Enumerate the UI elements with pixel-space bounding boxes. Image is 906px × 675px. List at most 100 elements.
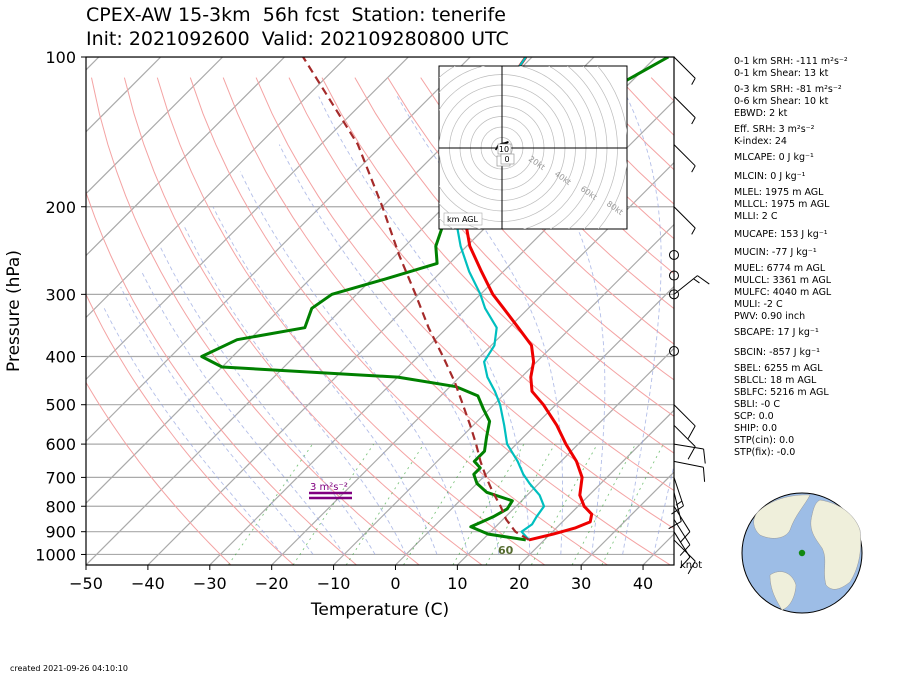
location-globe	[741, 492, 863, 614]
wind-barb-half-flag	[675, 500, 683, 506]
param-line: SBCIN: -857 J kg⁻¹	[734, 347, 820, 358]
calm-wind-circle	[669, 289, 679, 300]
wind-barb-staff	[673, 492, 682, 522]
dry-adiabat	[255, 77, 674, 530]
wind-barb-flag	[679, 544, 691, 556]
wind-barb-flag	[687, 425, 696, 439]
param-line: PWV: 0.90 inch	[734, 311, 806, 322]
param-line: 0-1 km Shear: 13 kt	[734, 68, 829, 79]
y-tick-label: 200	[45, 198, 76, 217]
param-line: SBLI: -0 C	[734, 399, 780, 410]
mixing-ratio-line	[403, 443, 478, 565]
isotherm	[86, 57, 162, 133]
y-tick-label: 500	[45, 396, 76, 415]
created-timestamp: created 2021-09-26 04:10:10	[10, 664, 128, 673]
x-tick-label: 10	[447, 574, 467, 593]
wind-barb-flag	[687, 560, 696, 575]
dry-adiabat	[123, 77, 483, 565]
wind-barb-flag	[703, 448, 706, 464]
isotherm	[456, 347, 674, 565]
wind-barb-staff	[673, 531, 691, 558]
globe-land-north-america	[753, 494, 811, 539]
dry-adiabat	[156, 77, 546, 565]
x-tick-label: 40	[633, 574, 653, 593]
param-line: MLCIN: 0 J kg⁻¹	[734, 171, 806, 182]
annotations: 3 m²s⁻² 60	[309, 482, 514, 557]
isotherm	[271, 161, 674, 565]
dry-adiabat	[86, 293, 295, 565]
mixing-ratio-line	[228, 443, 313, 565]
isotherm	[518, 409, 674, 565]
wind-barb-flag	[679, 556, 691, 569]
globe-land-south-america	[769, 571, 797, 611]
wind-barb-flag	[687, 446, 696, 460]
dry-adiabat	[288, 77, 674, 492]
wind-barb-half-flag	[691, 227, 696, 235]
srh-label: 3 m²s⁻²	[310, 482, 348, 493]
param-line: 0-3 km SRH: -81 m²s⁻²	[734, 84, 842, 95]
hodograph-legend-box	[443, 212, 483, 226]
wind-barb-flag	[671, 505, 684, 515]
dry-adiabat	[86, 190, 357, 565]
parameters-panel: 0-1 km SRH: -111 m²s⁻² 0-1 km Shear: 13 k…	[734, 56, 904, 459]
globe-land-africa-europe	[810, 499, 861, 590]
wind-barb-half-flag	[691, 117, 696, 125]
hodograph-height-label: 10	[499, 145, 509, 154]
wind-barb-staff	[673, 144, 696, 167]
moist-adiabat	[159, 245, 376, 555]
dry-adiabat	[354, 77, 674, 417]
calm-wind-circle	[669, 346, 679, 357]
wind-unit-label: knot	[680, 560, 703, 571]
param-line: MULCL: 3361 m AGL	[734, 275, 832, 286]
wind-barb-half-flag	[693, 278, 700, 284]
x-tick-label: 0	[390, 574, 400, 593]
mixing-ratio-line	[452, 443, 525, 565]
param-line: K-index: 24	[734, 136, 787, 147]
y-tick-label: 900	[45, 523, 76, 542]
param-line: 0-6 km Shear: 10 kt	[734, 96, 829, 107]
param-line: STP(cin): 0.0	[734, 435, 795, 446]
hodograph-inset: 20kt40kt60kt80kt1010km AGL	[438, 65, 628, 230]
param-line: SBLFC: 5216 m AGL	[734, 387, 829, 398]
hodograph-height-label: 0	[504, 155, 509, 164]
y-tick-label: 800	[45, 497, 76, 516]
isotherm	[86, 57, 471, 443]
plot-frame	[85, 56, 675, 566]
mixing-ratio-line	[292, 443, 375, 565]
param-line: Eff. SRH: 3 m²s⁻²	[734, 124, 815, 135]
isotherm	[395, 285, 674, 565]
hodograph-height-box	[500, 153, 515, 165]
x-tick-label: −50	[69, 574, 103, 593]
dry-adiabat	[91, 77, 420, 565]
x-axis-label: Temperature (C)	[310, 600, 449, 620]
x-tick-label: −30	[193, 574, 227, 593]
isotherm	[86, 57, 224, 195]
calm-wind-circle	[669, 270, 679, 281]
mixing-ratio-line	[485, 443, 556, 565]
param-line: MLEL: 1975 m AGL	[734, 187, 824, 198]
wind-barb-flag	[679, 531, 691, 543]
parcel-label: 60	[498, 544, 514, 557]
moist-adiabat	[239, 171, 469, 555]
moist-adiabat	[500, 96, 606, 555]
wind-barb-staff	[673, 404, 696, 427]
param-line: MLLCL: 1975 m AGL	[734, 199, 830, 210]
param-line: SBLCL: 18 m AGL	[734, 375, 817, 386]
wind-barb-flag	[702, 467, 706, 482]
param-line: 0-1 km SRH: -111 m²s⁻²	[734, 56, 848, 67]
dry-adiabat	[222, 77, 671, 565]
profile-parcel	[302, 57, 530, 541]
param-line: EBWD: 2 kt	[734, 108, 788, 119]
axes: −50 −40 −30 −20 −10 0 10 20 30 401002003004005006…	[4, 48, 653, 620]
wind-barb-staff	[673, 505, 691, 532]
moist-adiabat	[653, 463, 674, 555]
wind-barb-staff	[673, 424, 696, 447]
x-tick-label: 20	[509, 574, 529, 593]
y-tick-label: 600	[45, 435, 76, 454]
wind-barb-staff	[673, 96, 696, 118]
moist-adiabat	[120, 286, 314, 555]
moist-adiabat	[103, 308, 283, 555]
dry-adiabat	[486, 77, 674, 275]
dry-adiabat	[453, 77, 674, 310]
